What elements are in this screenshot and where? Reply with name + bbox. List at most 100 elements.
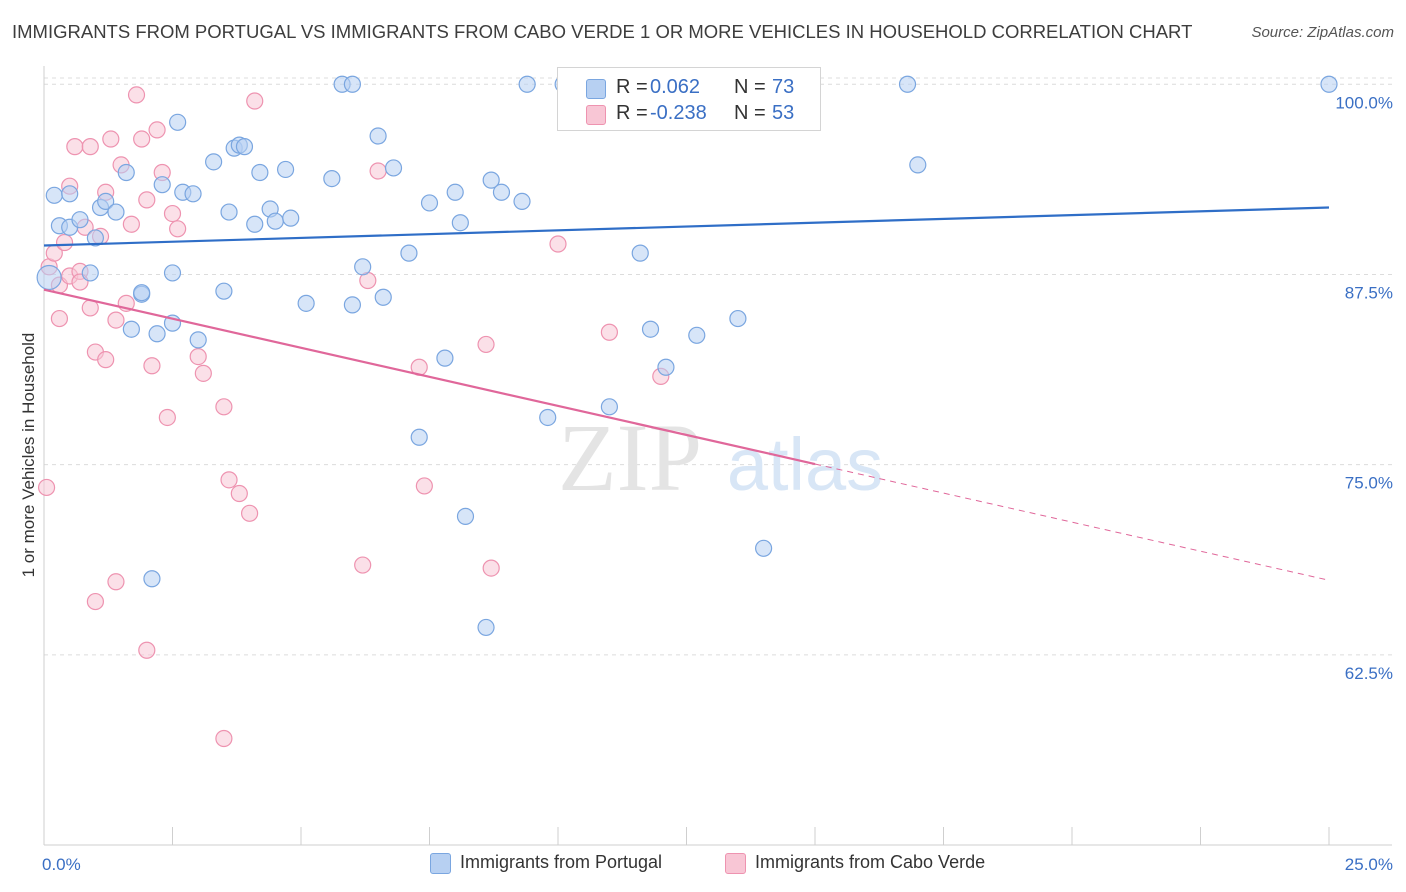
- trend-line-cabo-verde: [43, 288, 816, 466]
- portugal-point: [513, 192, 531, 211]
- portugal-point: [688, 326, 706, 344]
- cabo-verde-point: [97, 351, 115, 369]
- portugal-point: [1320, 75, 1338, 93]
- stats-legend: R = 0.062 N = 73 R = -0.238 N = 53: [557, 67, 821, 131]
- x-tick-label: 25.0%: [1345, 855, 1393, 874]
- cabo-verde-point: [138, 641, 156, 659]
- cabo-verde-point: [163, 204, 182, 223]
- legend-cabo-verde-swatch: [725, 853, 746, 874]
- portugal-point: [266, 212, 284, 230]
- cabo-verde-point: [122, 215, 140, 233]
- portugal-point: [898, 75, 917, 93]
- portugal-point: [184, 185, 202, 203]
- portugal-point: [45, 186, 63, 204]
- portugal-point: [220, 203, 238, 221]
- n-value-portugal: 73: [772, 76, 795, 98]
- x-tick-label: 0.0%: [42, 855, 81, 874]
- portugal-point: [410, 428, 428, 446]
- portugal-point: [143, 570, 161, 588]
- portugal-point: [754, 539, 773, 557]
- portugal-point: [539, 408, 557, 427]
- portugal-point: [61, 185, 79, 203]
- cabo-verde-point: [477, 335, 495, 354]
- y-tick-label: 62.5%: [1345, 664, 1393, 683]
- portugal-point: [631, 244, 649, 262]
- r-value-cabo-verde: -0.238: [650, 102, 707, 124]
- portugal-point: [369, 127, 387, 145]
- portugal-point: [81, 264, 99, 282]
- series-legend: Immigrants from Portugal Immigrants from…: [430, 852, 990, 876]
- cabo-verde-point: [86, 592, 105, 611]
- portugal-point: [641, 320, 660, 338]
- stats-row-cabo-verde: R = -0.238 N = 53: [558, 102, 820, 128]
- portugal-point: [729, 309, 747, 328]
- cabo-verde-point: [81, 138, 99, 156]
- cabo-verde-point: [189, 348, 207, 366]
- trend-lines: [43, 206, 1330, 581]
- portugal-point: [86, 229, 105, 247]
- portugal-point: [215, 282, 233, 300]
- cabo-verde-point: [37, 478, 56, 497]
- portugal-point: [456, 507, 475, 525]
- portugal-point: [446, 183, 464, 201]
- portugal-point: [133, 284, 151, 302]
- portugal-point: [148, 325, 166, 343]
- portugal-point: [657, 358, 675, 376]
- cabo-verde-point: [482, 559, 500, 577]
- cabo-verde-point: [169, 220, 187, 238]
- cabo-verde-point: [158, 408, 176, 427]
- cabo-verde-point: [215, 729, 233, 748]
- y-tick-label: 100.0%: [1335, 93, 1393, 112]
- portugal-point: [343, 296, 361, 314]
- portugal-swatch: [586, 79, 606, 99]
- portugal-point: [122, 320, 140, 338]
- r-value-portugal: 0.062: [650, 76, 701, 98]
- portugal-point: [451, 214, 469, 232]
- cabo-verde-point: [354, 556, 372, 574]
- portugal-point: [518, 75, 536, 93]
- portugal-point: [251, 163, 269, 182]
- portugal-point: [492, 183, 511, 201]
- watermark: ZIP atlas: [558, 404, 883, 511]
- stats-row-portugal: R = 0.062 N = 73: [558, 76, 820, 102]
- cabo-verde-point: [107, 573, 125, 591]
- y-tick-label: 75.0%: [1345, 474, 1393, 493]
- portugal-point: [384, 159, 403, 177]
- portugal-point: [323, 169, 341, 188]
- portugal-point: [400, 244, 418, 262]
- portugal-point: [482, 171, 500, 189]
- trend-line-cabo-verde-extension: [814, 463, 1330, 581]
- y-tick-label: 87.5%: [1345, 283, 1393, 302]
- cabo-verde-point: [220, 471, 238, 489]
- cabo-verde-point: [600, 323, 619, 341]
- watermark-atlas: atlas: [727, 423, 883, 506]
- portugal-point: [909, 156, 927, 174]
- cabo-verde-point: [50, 309, 69, 328]
- portugal-point: [297, 294, 315, 312]
- portugal-point: [235, 138, 254, 156]
- portugal-point: [276, 160, 295, 179]
- portugal-point: [246, 215, 264, 233]
- portugal-point: [117, 163, 135, 182]
- portugal-point: [169, 113, 187, 131]
- cabo-verde-point: [107, 311, 125, 329]
- portugal-point: [189, 331, 207, 349]
- cabo-verde-point: [549, 235, 567, 253]
- cabo-verde-point: [369, 162, 387, 180]
- portugal-point: [36, 264, 62, 291]
- portugal-point: [205, 153, 223, 171]
- trend-line-portugal: [43, 206, 1330, 247]
- n-label: N =: [734, 76, 766, 98]
- r-label: R =: [616, 102, 648, 124]
- cabo-verde-point: [241, 504, 259, 522]
- portugal-point: [343, 75, 361, 93]
- portugal-point: [163, 264, 182, 282]
- cabo-verde-point: [194, 364, 212, 382]
- portugal-point: [436, 349, 454, 367]
- watermark-zip: ZIP: [558, 404, 702, 511]
- r-label: R =: [616, 76, 648, 98]
- cabo-verde-point: [215, 398, 233, 416]
- cabo-verde-point: [55, 233, 74, 252]
- n-value-cabo-verde: 53: [772, 102, 795, 124]
- portugal-point: [107, 203, 125, 221]
